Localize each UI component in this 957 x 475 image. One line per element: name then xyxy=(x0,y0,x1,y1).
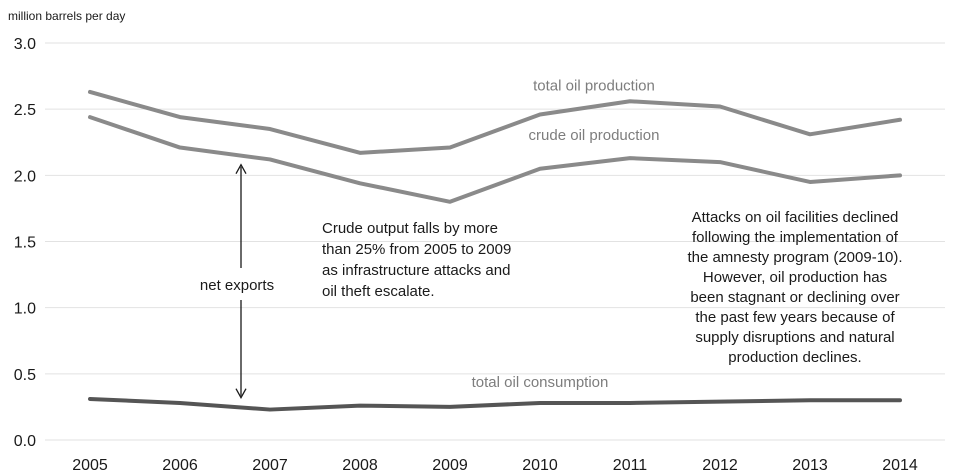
y-tick-label: 2.5 xyxy=(14,102,36,119)
annotation-line: the amnesty program (2009-10). xyxy=(687,249,902,266)
annotation-line: than 25% from 2005 to 2009 xyxy=(322,241,511,258)
series-line xyxy=(88,89,902,155)
x-tick-label: 2010 xyxy=(522,457,558,474)
x-tick-label: 2012 xyxy=(702,457,738,474)
x-tick-labels: 2005 2006 2007 2008 2009 2010 2011 2012 2013 2014 xyxy=(72,457,918,474)
x-tick-label: 2009 xyxy=(432,457,468,474)
net-exports-arrow xyxy=(235,163,247,399)
x-tick-label: 2007 xyxy=(252,457,288,474)
y-tick-labels: 0.0 0.5 1.0 1.5 2.0 2.5 3.0 xyxy=(14,36,36,450)
right-annotation: Attacks on oil facilities declined follow… xyxy=(687,209,902,366)
annotation-line: oil theft escalate. xyxy=(322,283,435,300)
y-tick-label: 0.5 xyxy=(14,367,36,384)
annotation-line: the past few years because of xyxy=(695,309,895,326)
y-tick-label: 1.5 xyxy=(14,235,36,252)
x-tick-label: 2008 xyxy=(342,457,378,474)
annotation-line: Crude output falls by more xyxy=(322,220,498,237)
annotation-line: as infrastructure attacks and xyxy=(322,262,510,279)
y-tick-label: 0.0 xyxy=(14,433,36,450)
annotation-line: following the implementation of xyxy=(692,229,899,246)
x-tick-label: 2011 xyxy=(613,457,648,474)
left-annotation: Crude output falls by more than 25% from … xyxy=(322,220,511,300)
annotation-line: Attacks on oil facilities declined xyxy=(692,209,899,226)
series-line xyxy=(88,396,902,412)
gridlines xyxy=(45,42,945,441)
series-lines xyxy=(88,89,902,412)
series-label: total oil consumption xyxy=(472,374,609,391)
x-tick-label: 2005 xyxy=(72,457,108,474)
annotation-line: supply disruptions and natural xyxy=(695,329,894,346)
x-tick-label: 2006 xyxy=(162,457,198,474)
series-label: total oil production xyxy=(533,78,655,95)
x-tick-label: 2013 xyxy=(792,457,828,474)
y-axis-unit-label: million barrels per day xyxy=(8,9,125,23)
series-labels: total oil production crude oil production… xyxy=(472,78,660,391)
y-tick-label: 2.0 xyxy=(14,168,36,185)
y-tick-label: 1.0 xyxy=(14,301,36,318)
annotation-line: However, oil production has xyxy=(703,269,887,286)
annotation-line: been stagnant or declining over xyxy=(690,289,899,306)
y-tick-label: 3.0 xyxy=(14,36,36,53)
x-tick-label: 2014 xyxy=(882,457,918,474)
arrow-head xyxy=(235,388,247,399)
net-exports-label: net exports xyxy=(200,277,274,294)
series-label: crude oil production xyxy=(529,127,660,144)
arrow-head xyxy=(235,163,247,175)
annotation-line: production declines. xyxy=(728,349,861,366)
series-line xyxy=(88,115,902,204)
